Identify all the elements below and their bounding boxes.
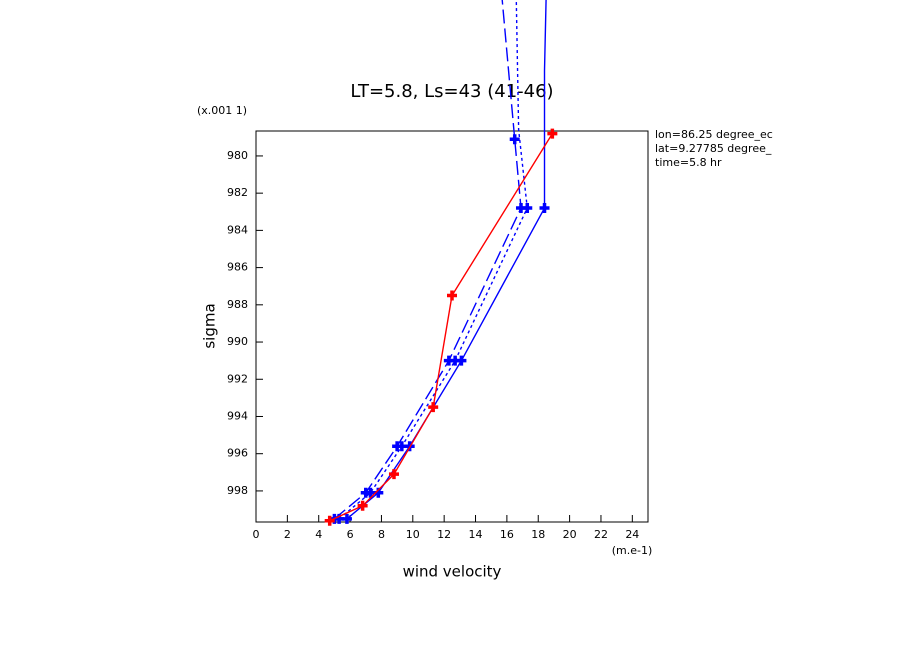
- y-tick-label: 994: [227, 409, 248, 422]
- x-tick-label: 14: [469, 528, 483, 541]
- x-tick-label: 16: [500, 528, 514, 541]
- x-axis-label: wind velocity: [403, 563, 502, 581]
- annotation: lon=86.25 degree_ec: [655, 128, 773, 141]
- marker: [357, 500, 368, 511]
- x-tick-label: 20: [563, 528, 577, 541]
- x-tick-label: 4: [315, 528, 322, 541]
- y-tick-label: 992: [227, 372, 248, 385]
- y-tick-label: 998: [227, 484, 248, 497]
- y-tick-label: 986: [227, 261, 248, 274]
- y-tick-label: 996: [227, 447, 248, 460]
- y-tick-label: 984: [227, 223, 248, 236]
- y-scale-note: (x.001 1): [197, 104, 247, 117]
- x-tick-label: 8: [378, 528, 385, 541]
- y-tick-label: 980: [227, 149, 248, 162]
- plot-frame: [255, 130, 649, 523]
- marker: [547, 128, 558, 139]
- marker: [365, 487, 376, 498]
- marker: [334, 513, 345, 524]
- marker: [522, 203, 533, 214]
- series-line: [338, 0, 528, 520]
- chart-title: LT=5.8, Ls=43 (41-46): [350, 81, 553, 102]
- marker: [396, 441, 407, 452]
- series-line: [346, 0, 547, 520]
- marker: [509, 134, 520, 145]
- marker: [428, 402, 439, 413]
- x-tick-label: 10: [406, 528, 420, 541]
- annotation: lat=9.27785 degree_: [655, 142, 772, 155]
- marker: [447, 290, 457, 301]
- marker: [324, 515, 335, 526]
- x-tick-label: 6: [347, 528, 354, 541]
- y-tick-label: 988: [227, 298, 248, 311]
- marker: [450, 355, 461, 366]
- marker: [388, 469, 399, 480]
- y-axis-label: sigma: [201, 303, 219, 348]
- x-unit-note: (m.e-1): [612, 544, 653, 557]
- series-line: [333, 0, 522, 520]
- series-line: [329, 133, 553, 522]
- marker: [539, 203, 550, 214]
- x-tick-label: 2: [284, 528, 291, 541]
- x-tick-label: 22: [594, 528, 608, 541]
- y-tick-label: 982: [227, 186, 248, 199]
- x-tick-label: 24: [625, 528, 639, 541]
- x-tick-label: 12: [437, 528, 451, 541]
- y-tick-label: 990: [227, 335, 248, 348]
- x-tick-label: 0: [253, 528, 260, 541]
- x-tick-label: 18: [531, 528, 545, 541]
- annotation: time=5.8 hr: [655, 156, 722, 169]
